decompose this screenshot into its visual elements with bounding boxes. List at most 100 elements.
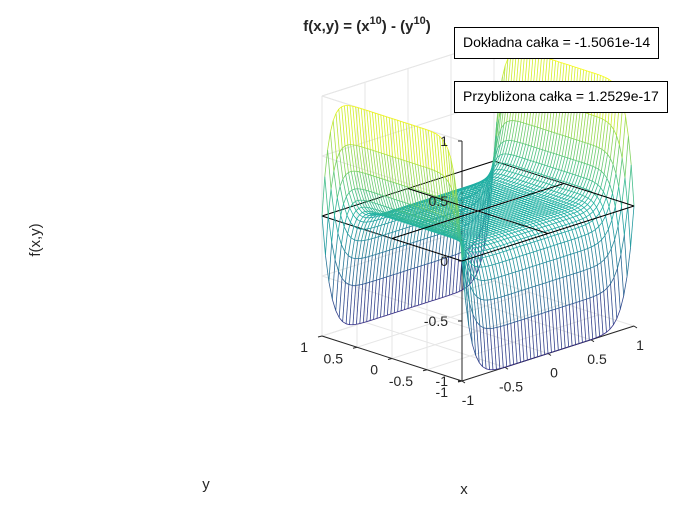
mesh-line	[583, 164, 588, 178]
mesh-line	[385, 233, 390, 235]
mesh-line	[397, 119, 401, 122]
mesh-line	[402, 227, 407, 230]
mesh-line	[500, 239, 505, 241]
mesh-line	[551, 350, 556, 353]
mesh-line	[504, 275, 509, 295]
mesh-line	[371, 202, 376, 210]
mesh-line	[481, 236, 486, 240]
mesh-line	[543, 174, 547, 177]
mesh-line	[512, 225, 517, 228]
mesh-line	[389, 117, 393, 119]
mesh-line	[524, 219, 528, 222]
mesh-line	[366, 110, 370, 112]
mesh-line	[525, 206, 529, 208]
mesh-line	[395, 229, 400, 232]
mesh-line	[516, 247, 520, 257]
mesh-line	[514, 320, 518, 323]
mesh-line	[352, 106, 357, 146]
mesh-line	[369, 110, 373, 113]
mesh-line	[442, 175, 447, 203]
mesh-line	[327, 189, 332, 216]
mesh-line	[531, 285, 536, 288]
mesh-line	[568, 173, 574, 184]
mesh-line	[504, 294, 509, 297]
mesh-line	[367, 173, 371, 176]
mesh-line	[386, 116, 390, 118]
mesh-line	[525, 177, 530, 183]
mesh-line	[398, 184, 403, 202]
mesh-line	[336, 152, 340, 160]
mesh-line	[328, 242, 333, 282]
mesh-line	[541, 227, 546, 232]
mesh-line	[592, 180, 596, 184]
mesh-line	[554, 235, 558, 245]
mesh-line	[477, 239, 482, 242]
mesh-line	[342, 321, 347, 325]
mesh-line	[524, 186, 529, 190]
mesh-line	[512, 187, 516, 190]
mesh-line	[545, 183, 550, 189]
mesh-line	[440, 198, 445, 217]
mesh-line	[406, 186, 412, 205]
mesh-line	[387, 313, 391, 316]
mesh-line	[565, 189, 569, 191]
mesh-line	[575, 66, 579, 69]
mesh-line	[511, 231, 516, 234]
mesh-line	[532, 225, 537, 228]
mesh-line	[531, 145, 535, 148]
mesh-line	[381, 223, 385, 226]
mesh-line	[479, 250, 484, 252]
mesh-line	[535, 284, 540, 287]
mesh-line	[442, 138, 446, 144]
mesh-line	[587, 191, 592, 199]
mesh-line	[538, 162, 542, 165]
mesh-line	[586, 178, 590, 181]
mesh-line	[423, 191, 428, 194]
mesh-line	[585, 222, 590, 226]
mesh-line	[480, 298, 485, 301]
mesh-line	[569, 274, 574, 304]
mesh-line	[533, 219, 538, 222]
mesh-line	[369, 280, 374, 283]
mesh-line	[380, 217, 385, 226]
mesh-line	[435, 212, 440, 225]
mesh-line	[362, 283, 367, 323]
mesh-line	[524, 236, 528, 239]
mesh-line	[417, 240, 421, 268]
mesh-line	[516, 142, 521, 157]
mesh-line	[582, 300, 587, 342]
mesh-line	[563, 157, 569, 172]
mesh-line	[483, 230, 488, 233]
mesh-line	[578, 227, 582, 237]
mesh-line	[508, 177, 513, 182]
mesh-line	[589, 207, 594, 212]
mesh-line	[352, 203, 357, 211]
mesh-line	[529, 191, 534, 195]
mesh-line	[528, 178, 533, 184]
mesh-line	[428, 219, 432, 222]
mesh-line	[431, 131, 435, 134]
mesh-line	[561, 136, 566, 157]
mesh-line	[477, 240, 482, 244]
mesh-line	[376, 215, 381, 221]
mesh-line	[367, 221, 371, 230]
mesh-line	[482, 257, 486, 267]
mesh-line	[580, 207, 585, 211]
mesh-line	[499, 177, 503, 180]
mesh-line	[338, 109, 343, 149]
mesh-line	[439, 136, 443, 140]
mesh-line	[493, 180, 497, 183]
mesh-line	[383, 153, 389, 181]
mesh-line	[380, 315, 385, 318]
mesh-line	[541, 311, 546, 314]
mesh-line	[536, 249, 541, 252]
mesh-line	[423, 221, 428, 240]
mesh-line	[370, 220, 374, 223]
mesh-line	[577, 237, 582, 252]
mesh-line	[550, 190, 555, 195]
mesh-line	[537, 194, 542, 197]
mesh-line	[549, 197, 553, 201]
mesh-line	[507, 186, 511, 188]
mesh-line	[496, 368, 500, 370]
mesh-line	[362, 189, 367, 201]
